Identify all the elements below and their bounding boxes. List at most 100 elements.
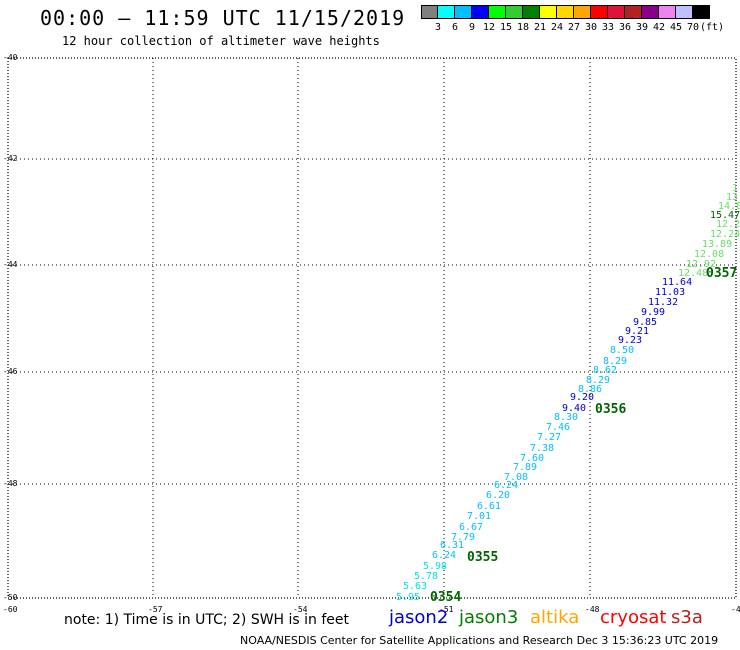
mission-cryosat: cryosat [600,607,667,628]
colorbar-swatch [472,5,489,19]
colorbar-swatch [489,5,506,19]
mission-jason3: jason3 [459,607,519,628]
colorbar-swatch [506,5,523,19]
wave-height-observations: 5.955.635.785.986.246.317.796.677.016.61… [396,183,740,603]
wave-height-label: 6.24 [432,550,456,561]
colorbar-unit: (ft) [700,22,725,33]
wave-height-label: 1 [732,183,738,194]
colorbar-tick-label: 15 [499,22,513,33]
track-time-label: 0354 [430,590,461,605]
colorbar-swatch [455,5,472,19]
footer-note: note: 1) Time is in UTC; 2) SWH is in fe… [64,612,350,628]
track-time-label: 0356 [595,402,626,417]
colorbar-frame [421,5,710,19]
wave-height-label: 11.03 [655,287,685,298]
wave-height-label: 7.60 [520,453,544,464]
longitude-label: -57 [148,605,163,614]
colorbar-swatch [540,5,557,19]
wave-height-label: 9.20 [570,392,594,403]
wave-height-label: 5.95 [396,592,420,603]
wave-height-label: 7.79 [451,532,475,543]
map-subtitle: 12 hour collection of altimeter wave hei… [62,34,380,48]
wave-height-label: 5.98 [423,561,447,572]
colorbar-tick-label: 24 [550,22,564,33]
wave-height-label: 12.08 [694,249,724,260]
map-title: 00:00 – 11:59 UTC 11/15/2019 [40,6,406,30]
wave-height-label: 5.63 [403,581,427,592]
colorbar-swatch [676,5,693,19]
colorbar-tick-label: 39 [635,22,649,33]
wave-height-label: 9.23 [618,335,642,346]
longitude-label: -45 [731,605,740,614]
wave-height-label: 8.62 [593,365,617,376]
wave-height-label: 7.08 [504,472,528,483]
track-time-labels: 0354 0355 0356 0357 [430,266,737,605]
longitude-label: -51 [439,605,454,614]
map-border [7,57,737,599]
colorbar-tick-label: 27 [567,22,581,33]
colorbar-tick-label: 30 [584,22,598,33]
wave-height-label: 8.29 [586,375,610,386]
wave-height-label: 12.92 [686,259,716,270]
track-time-label: 0355 [467,550,498,565]
wave-height-label: 12.23 [716,219,740,230]
colorbar-tick-label: 70 [686,22,700,33]
wave-height-label: 7.01 [467,511,491,522]
colorbar-swatch [421,5,438,19]
wave-height-label: 7.89 [513,462,537,473]
colorbar-swatch [659,5,676,19]
colorbar-swatch [523,5,540,19]
map-grid [7,57,737,599]
track-time-label: 0357 [706,266,737,281]
wave-height-label: 8.29 [603,356,627,367]
longitude-label: -60 [3,605,18,614]
wave-height-label: 9.40 [562,403,586,414]
latitude-label: -44 [3,260,18,269]
wave-height-label: 8.86 [578,384,602,395]
wave-height-label: 7.27 [537,432,561,443]
wave-height-label: 8.30 [554,412,578,423]
colorbar-tick-label: 45 [669,22,683,33]
credit-line: NOAA/NESDIS Center for Satellite Applica… [240,634,719,647]
latitude-label: -46 [3,367,18,376]
wave-height-label: 14.8 [718,201,740,212]
longitude-label: -54 [293,605,308,614]
colorbar-tick-label: 12 [482,22,496,33]
colorbar-tick-label: 3 [434,22,442,33]
colorbar-swatch [608,5,625,19]
wave-height-label: 7.46 [546,422,570,433]
colorbar-tick-label: 33 [601,22,615,33]
mission-s3a: s3a [671,607,703,628]
wave-height-label: 8.50 [610,345,634,356]
mission-jason2: jason2 [389,607,449,628]
wave-height-label: 7.38 [530,443,554,454]
wave-height-label: 12.24 [710,229,740,240]
mission-altika: altika [530,607,580,628]
wave-height-label: 15.47 [710,210,740,221]
colorbar-swatch [642,5,659,19]
axis-labels: -40 -42 -44 -46 -48 -50 -60 -57 -54 -51 -48 -45 [3,53,740,614]
wave-height-label: 9.99 [641,307,665,318]
wave-height-label: 9.21 [625,326,649,337]
wave-height-label: 6.67 [459,522,483,533]
wave-height-label: 6.24 [494,480,518,491]
colorbar-tick-label: 18 [516,22,530,33]
colorbar-swatch [625,5,642,19]
wave-height-label: 13.89 [702,239,732,250]
wave-height-label: 13. [726,192,740,203]
latitude-label: -42 [3,154,18,163]
colorbar-swatch [591,5,608,19]
wave-height-label: 6.20 [486,490,510,501]
wave-height-label: 6.31 [440,540,464,551]
colorbar-tick-label: 6 [451,22,459,33]
latitude-label: -48 [3,479,18,488]
wave-height-label: 6.61 [477,501,501,512]
latitude-label: -40 [3,53,18,62]
wave-height-label: 5.78 [414,571,438,582]
longitude-label: -48 [585,605,600,614]
wave-height-label: 11.64 [662,277,692,288]
colorbar-tick-label: 21 [533,22,547,33]
colorbar-swatch [574,5,591,19]
wave-height-label: 11.32 [648,297,678,308]
